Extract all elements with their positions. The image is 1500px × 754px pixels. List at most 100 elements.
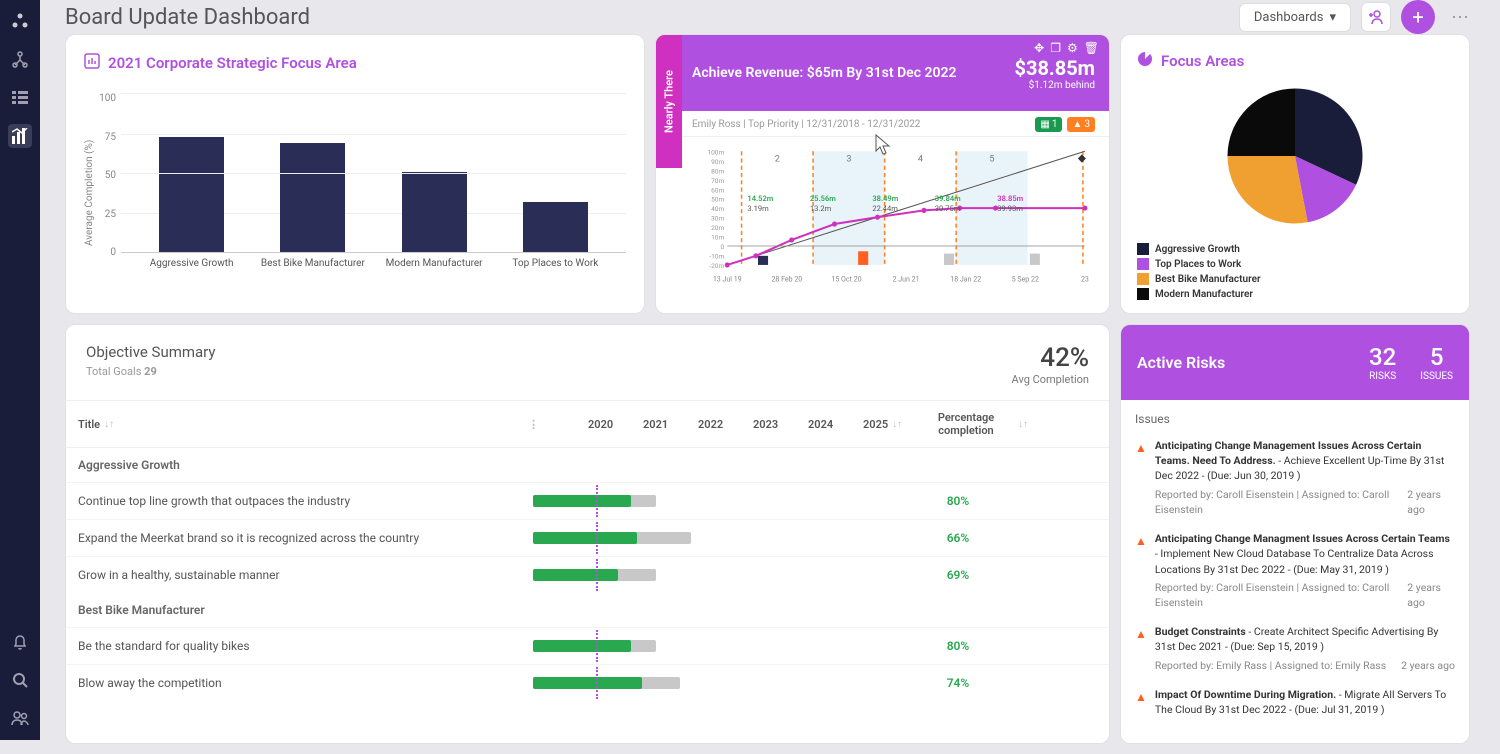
svg-text:13 Jul 19: 13 Jul 19 [713,274,742,283]
col-title[interactable]: Title ↓↑ [78,418,528,431]
objective-summary-card: Objective Summary Total Goals 29 42% Avg… [65,324,1110,744]
more-icon[interactable]: ⋯ [1445,2,1475,32]
warning-icon: ▲ [1135,440,1147,517]
page-header: Board Update Dashboard Dashboards ▾ + ⋯ [40,0,1500,34]
revenue-line-chart: 100m90m80m70m60m50m40m30m20m10m0-10m-20m… [656,137,1109,302]
issues-count: 5 [1420,343,1453,371]
revenue-amount: $38.85m [1015,56,1096,80]
dashboard-icon[interactable] [8,124,32,148]
bar-item: Best Bike Manufacturer [278,143,348,252]
warning-icon: ▲ [1135,533,1147,610]
risks-title: Active Risks [1137,353,1225,372]
focus-areas-pie-card: Focus Areas Aggressive GrowthTop Places … [1120,34,1470,314]
avg-completion-label: Avg Completion [1012,373,1089,386]
svg-text:10m: 10m [711,234,724,242]
users-icon[interactable] [8,706,32,730]
svg-text:70m: 70m [711,177,724,185]
svg-text:100m: 100m [707,148,724,156]
svg-text:60m: 60m [711,186,724,194]
svg-text:23: 23 [1081,274,1089,283]
left-nav [0,0,40,740]
svg-text:39.84m: 39.84m [935,194,961,203]
issue-item[interactable]: ▲Anticipating Change Managment Issues Ac… [1135,531,1455,610]
trash-icon[interactable]: 🗑 [1084,41,1099,55]
search-icon[interactable] [8,668,32,692]
svg-text:39.93m: 39.93m [997,204,1023,213]
table-row[interactable]: Blow away the competition74% [66,664,1109,701]
col-year[interactable]: 2020 [588,418,643,431]
page-title: Board Update Dashboard [65,5,310,30]
col-year[interactable]: 2024 [808,418,863,431]
col-year[interactable]: 2022 [698,418,753,431]
card-title-text: Focus Areas [1161,52,1244,70]
svg-text:4: 4 [918,153,923,164]
summary-title: Objective Summary [86,343,216,361]
focus-area-chart-card: 2021 Corporate Strategic Focus Area Aver… [65,34,645,314]
svg-text:80m: 80m [711,167,724,175]
table-row[interactable]: Grow in a healthy, sustainable manner69% [66,556,1109,593]
svg-text:18 Jan 22: 18 Jan 22 [950,274,981,283]
svg-text:2: 2 [775,153,780,164]
logo-icon[interactable] [8,10,32,34]
svg-text:3.19m: 3.19m [747,204,769,213]
warning-icon: ▲ [1135,626,1147,673]
revenue-behind: $1.12m behind [1015,80,1096,91]
svg-text:13.2m: 13.2m [810,204,832,213]
col-year[interactable]: 2025 ↓↑ [863,418,918,431]
bar-item: Aggressive Growth [157,137,227,252]
pie-legend: Aggressive GrowthTop Places to WorkBest … [1137,243,1453,300]
bell-icon[interactable] [8,630,32,654]
issues-list: ▲Anticipating Change Management Issues A… [1135,438,1455,717]
active-risks-card: Active Risks 32 RISKS 5 ISSUES Issues ▲A… [1120,324,1470,744]
badge-green[interactable]: ▦ 1 [1035,117,1062,132]
issue-item[interactable]: ▲Impact Of Downtime During Migration. - … [1135,687,1455,717]
issues-section-label: Issues [1135,412,1455,426]
bar-item: Modern Manufacturer [399,172,469,252]
table-row[interactable]: Be the standard for quality bikes80% [66,627,1109,664]
issue-item[interactable]: ▲Budget Constraints - Create Architect S… [1135,624,1455,673]
card-title-text: 2021 Corporate Strategic Focus Area [108,54,357,72]
add-button[interactable]: + [1401,0,1435,34]
list-icon[interactable] [8,86,32,110]
svg-text:38.85m: 38.85m [997,194,1023,203]
issues-count-label: ISSUES [1420,371,1453,382]
svg-text:0: 0 [721,243,725,251]
svg-text:28 Feb 20: 28 Feb 20 [771,274,802,283]
hierarchy-icon[interactable] [8,48,32,72]
move-icon[interactable]: ✥ [1034,41,1044,55]
table-row[interactable]: Continue top line growth that outpaces t… [66,482,1109,519]
add-person-icon[interactable] [1361,2,1391,32]
svg-text:5: 5 [989,153,994,164]
svg-text:14.52m: 14.52m [747,194,773,203]
revenue-meta-text: Emily Ross | Top Priority | 12/31/2018 -… [692,119,920,130]
table-row[interactable]: Expand the Meerkat brand so it is recogn… [66,519,1109,556]
col-year[interactable]: 2023 [753,418,808,431]
svg-text:5 Sep 22: 5 Sep 22 [1012,274,1039,283]
dashboards-dropdown[interactable]: Dashboards ▾ [1239,3,1351,32]
bar-item: Top Places to Work [520,202,590,252]
svg-text:3: 3 [846,153,851,164]
gear-icon[interactable]: ⚙ [1067,41,1078,55]
badge-orange[interactable]: ▲ 3 [1067,117,1095,132]
col-pct[interactable]: Percentage completion ↓↑ [918,411,1028,437]
svg-text:-10m: -10m [709,252,724,260]
bars-area: Aggressive Growth Best Bike Manufacturer M… [121,93,626,253]
warning-icon: ▲ [1135,689,1147,717]
svg-text:-20m: -20m [709,262,724,270]
avg-completion-value: 42% [1012,343,1089,373]
copy-icon[interactable]: ❐ [1050,41,1061,55]
risks-count-label: RISKS [1369,371,1396,382]
group-header: Aggressive Growth [66,448,1109,482]
bar-chart-icon [84,53,100,73]
svg-text:30m: 30m [711,215,724,223]
svg-text:30.75m: 30.75m [935,204,961,213]
col-year[interactable]: 2021 [643,418,698,431]
svg-text:15 Oct 20: 15 Oct 20 [831,274,861,283]
pie-icon [1137,51,1153,71]
revenue-goal-card: Nearly There ✥ ❐ ⚙ 🗑 Achieve Revenue: $6… [655,34,1110,314]
summary-sub: Total Goals 29 [86,365,216,378]
revenue-title: Achieve Revenue: $65m By 31st Dec 2022 [692,65,957,81]
issue-item[interactable]: ▲Anticipating Change Management Issues A… [1135,438,1455,517]
group-header: Best Bike Manufacturer [66,593,1109,627]
legend-item: Best Bike Manufacturer [1137,273,1453,285]
